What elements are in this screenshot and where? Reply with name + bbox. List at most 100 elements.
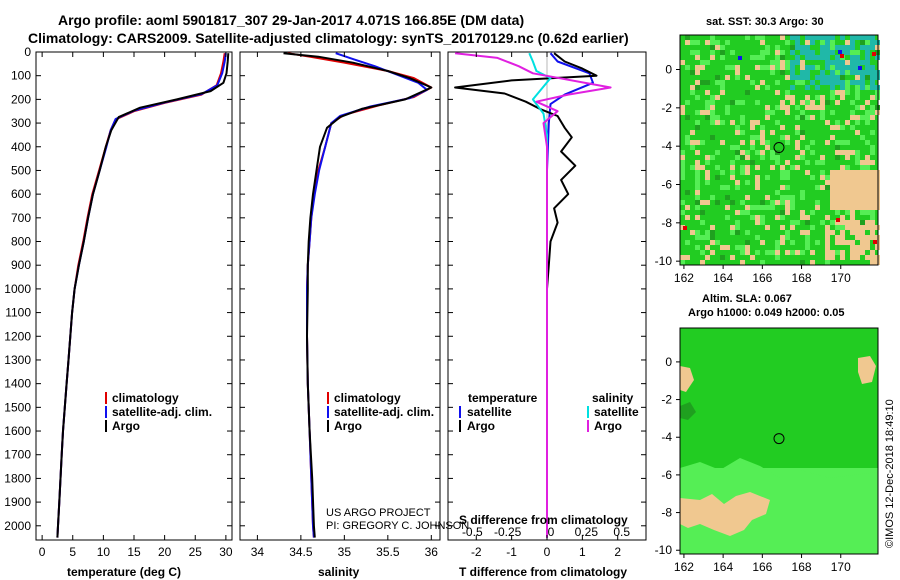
sst-cell: [855, 155, 860, 160]
sst-cell: [785, 135, 790, 140]
sst-cell: [820, 220, 825, 225]
difference-panel: -2 -1 0 1 2 -0.5 -0.25 0 0.25 0.5 S difference f…: [447, 51, 647, 579]
sst-cell: [690, 90, 695, 95]
sst-cell: [845, 80, 850, 85]
sst-cell: [695, 55, 700, 60]
sst-cell: [695, 160, 700, 165]
sst-cell: [840, 50, 845, 55]
sst-cell: [690, 230, 695, 235]
sst-cell: [855, 220, 860, 225]
sst-cell: [685, 100, 690, 105]
x-tick-label: 2: [614, 545, 621, 559]
sst-cell: [865, 100, 870, 105]
sst-cell: [855, 195, 860, 200]
sst-cell: [830, 195, 835, 200]
sst-cell: [730, 255, 735, 260]
y-tick-label: 0: [24, 45, 31, 59]
sst-cell: [755, 55, 760, 60]
sst-cell: [870, 220, 875, 225]
map-y-tick-label: -10: [655, 543, 673, 557]
sst-cell: [745, 155, 750, 160]
sst-cell: [870, 75, 875, 80]
sst-cell: [780, 195, 785, 200]
sst-cell: [715, 175, 720, 180]
sst-cell: [860, 220, 865, 225]
y-tick-label: 1700: [4, 448, 31, 462]
x-tick-label: 0: [544, 545, 551, 559]
sst-cell: [780, 135, 785, 140]
sst-cell: [805, 75, 810, 80]
sst-cell: [830, 170, 835, 175]
sst-cell: [710, 195, 715, 200]
sst-cell: [680, 225, 685, 230]
s-tick-label: 0.5: [613, 525, 630, 539]
sst-cell: [870, 80, 875, 85]
sst-cell: [865, 115, 870, 120]
sst-cell: [715, 40, 720, 45]
sst-cell: [780, 200, 785, 205]
sst-cell: [680, 165, 685, 170]
sst-cell: [760, 80, 765, 85]
sst-cell: [790, 45, 795, 50]
sst-cell: [870, 195, 875, 200]
sst-cell: [785, 235, 790, 240]
sst-cell: [865, 65, 870, 70]
s-difference-label: S difference from climatology: [459, 513, 628, 527]
map-x-tick-label: 162: [674, 560, 694, 574]
sst-cell: [865, 200, 870, 205]
sst-cell: [740, 200, 745, 205]
y-tick-label: 1800: [4, 471, 31, 485]
sst-cell: [805, 145, 810, 150]
sst-cell: [740, 150, 745, 155]
sst-cell: [805, 35, 810, 40]
sst-cell: [865, 190, 870, 195]
sst-cell: [850, 125, 855, 130]
sst-cell: [780, 100, 785, 105]
map-y-tick-label: 0: [665, 355, 672, 369]
sst-cell: [835, 250, 840, 255]
sst-cell: [705, 110, 710, 115]
sst-cell: [690, 50, 695, 55]
sst-cell: [870, 205, 875, 210]
sst-cell: [850, 230, 855, 235]
sst-cell: [780, 215, 785, 220]
sst-cell: [865, 175, 870, 180]
sst-cell: [840, 85, 845, 90]
sst-cell: [750, 140, 755, 145]
sst-cell: [735, 180, 740, 185]
sst-cell: [805, 215, 810, 220]
sst-cell: [685, 65, 690, 70]
sst-cell: [805, 100, 810, 105]
series-line-climatology: [56, 53, 226, 538]
sst-cell: [680, 175, 685, 180]
sst-cell: [720, 170, 725, 175]
sst-cell: [805, 230, 810, 235]
sst-cell: [765, 105, 770, 110]
sst-cell: [800, 110, 805, 115]
sst-cell: [855, 205, 860, 210]
sst-cell: [865, 210, 870, 215]
sst-cell: [820, 170, 825, 175]
sst-cell: [860, 180, 865, 185]
sst-cell: [810, 105, 815, 110]
x-tick-label: 36: [425, 545, 439, 559]
sst-cell: [695, 120, 700, 125]
sst-cell: [870, 85, 875, 90]
sst-cell: [810, 80, 815, 85]
sst-cell: [835, 170, 840, 175]
legend-satellite-adj: satellite-adj. clim.: [334, 405, 434, 419]
sst-cell: [795, 40, 800, 45]
sst-cell: [840, 60, 845, 65]
sst-cell: [845, 210, 850, 215]
sst-cell: [790, 225, 795, 230]
sst-cell: [725, 205, 730, 210]
sst-cell: [860, 195, 865, 200]
sst-cell: [865, 220, 870, 225]
map-y-tick-label: 0: [665, 63, 672, 77]
sst-cell: [865, 155, 870, 160]
sst-cell: [680, 60, 685, 65]
sst-cell: [790, 195, 795, 200]
map-x-tick-label: 170: [831, 271, 851, 285]
sst-cell: [860, 85, 865, 90]
sst-accent-cell: [683, 226, 687, 230]
